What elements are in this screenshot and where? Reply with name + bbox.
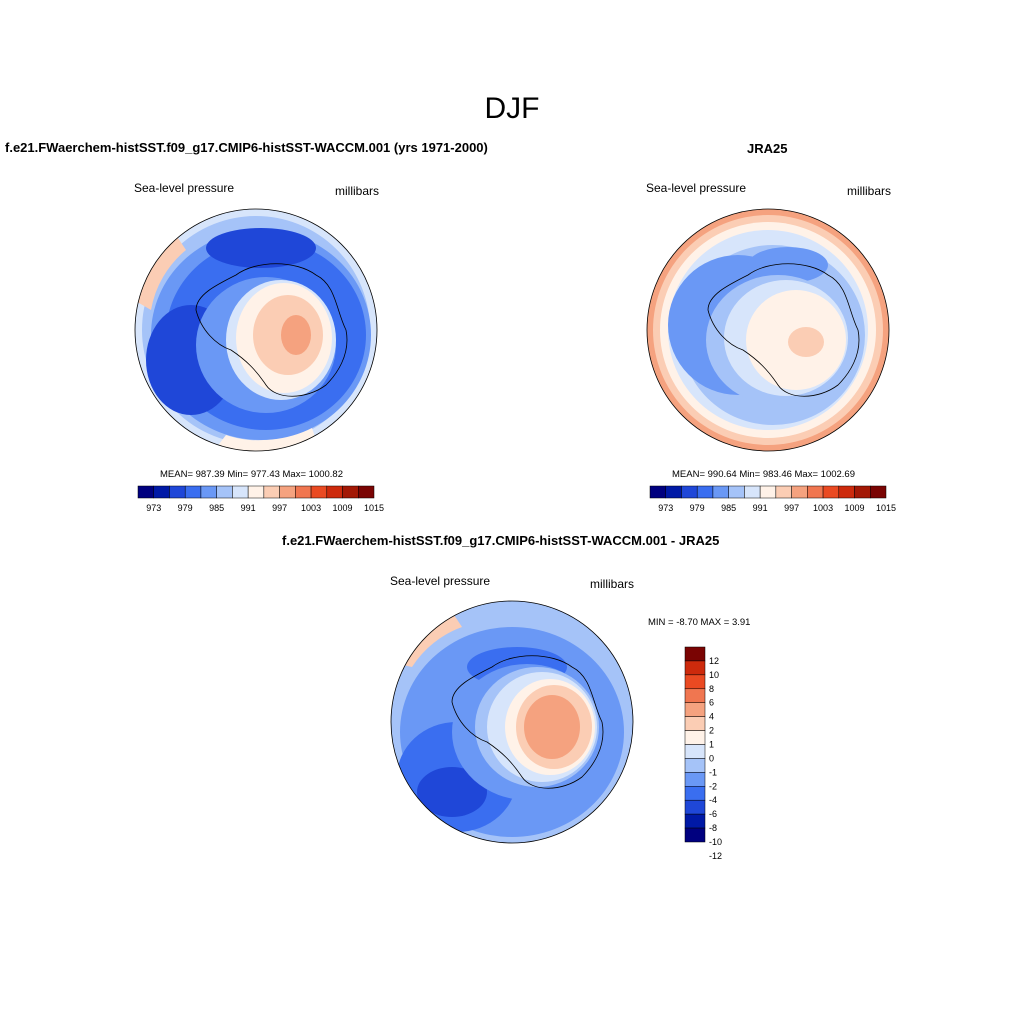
diff-colorbar-tick-label: -8 bbox=[709, 823, 717, 833]
model-variable-label: Sea-level pressure bbox=[134, 181, 235, 195]
diff-colorbar-swatch bbox=[684, 744, 706, 759]
colorbar-swatch bbox=[310, 485, 328, 499]
diff-colorbar-swatch bbox=[684, 646, 706, 662]
diff-colorbar-tick-label: 2 bbox=[709, 726, 714, 736]
diff-colorbar-swatch bbox=[684, 674, 706, 690]
colorbar-tick-label: 997 bbox=[272, 503, 287, 513]
colorbar-swatch bbox=[744, 485, 761, 499]
diff-colorbar-swatch bbox=[684, 786, 706, 801]
colorbar-swatch bbox=[247, 485, 265, 499]
diff-colorbar-tick-label: -2 bbox=[709, 781, 717, 791]
colorbar-tick-label: 1003 bbox=[301, 503, 321, 513]
diff-colorbar-tick-label: -10 bbox=[709, 837, 722, 847]
colorbar-swatch bbox=[153, 485, 170, 499]
colorbar-swatch bbox=[169, 485, 186, 499]
obs-stats: MEAN= 990.64 Min= 983.46 Max= 1002.69 bbox=[672, 469, 855, 480]
colorbar-swatch bbox=[232, 485, 249, 499]
colorbar-tick-label: 1009 bbox=[845, 503, 865, 513]
colorbar-tick-label: 1015 bbox=[876, 503, 896, 513]
colorbar-swatch bbox=[184, 485, 202, 499]
colorbar-swatch bbox=[870, 485, 887, 499]
diff-colorbar-tick-label: 0 bbox=[709, 753, 714, 763]
diff-colorbar-tick-label: -6 bbox=[709, 809, 717, 819]
diff-colorbar-tick-label: 8 bbox=[709, 684, 714, 694]
diff-colorbar-tick-label: -12 bbox=[709, 851, 722, 861]
colorbar-swatch bbox=[279, 485, 296, 499]
model-polar-map bbox=[134, 208, 378, 452]
colorbar-tick-label: 1015 bbox=[364, 503, 384, 513]
diff-colorbar-swatch bbox=[684, 772, 706, 787]
diff-colorbar-swatch bbox=[684, 813, 706, 829]
diff-colorbar-tick-label: 10 bbox=[709, 670, 719, 680]
colorbar-swatch bbox=[759, 485, 777, 499]
diff-colorbar-tick-label: -1 bbox=[709, 767, 717, 777]
obs-colorbar: 973 979 985 991 997 1003 1009 1015 bbox=[649, 485, 896, 513]
colorbar-swatch bbox=[681, 485, 698, 499]
colorbar-swatch bbox=[263, 485, 280, 499]
colorbar-tick-label: 985 bbox=[209, 503, 224, 513]
colorbar-tick-label: 991 bbox=[241, 503, 256, 513]
diff-colorbar-tick-label: 4 bbox=[709, 712, 714, 722]
diff-colorbar-swatch bbox=[684, 799, 706, 815]
colorbar-swatch bbox=[854, 485, 871, 499]
diff-units-label: millibars bbox=[590, 577, 635, 591]
obs-variable-label: Sea-level pressure bbox=[646, 181, 747, 195]
colorbar-tick-label: 997 bbox=[784, 503, 799, 513]
colorbar-swatch bbox=[665, 485, 682, 499]
colorbar-swatch bbox=[712, 485, 729, 499]
colorbar-swatch bbox=[342, 485, 359, 499]
colorbar-tick-label: 1003 bbox=[813, 503, 833, 513]
colorbar-swatch bbox=[807, 485, 824, 499]
model-stats: MEAN= 987.39 Min= 977.43 Max= 1000.82 bbox=[160, 469, 343, 480]
colorbar-swatch bbox=[326, 485, 343, 499]
diff-colorbar-swatch bbox=[684, 702, 706, 717]
diff-colorbar-swatch bbox=[684, 758, 706, 773]
obs-units-label: millibars bbox=[847, 184, 892, 198]
diff-panel-title: f.e21.FWaerchem-histSST.f09_g17.CMIP6-hi… bbox=[282, 533, 720, 548]
diff-colorbar-swatch bbox=[684, 716, 706, 731]
colorbar-tick-label: 991 bbox=[753, 503, 768, 513]
colorbar-swatch bbox=[696, 485, 714, 499]
colorbar-swatch bbox=[791, 485, 808, 499]
colorbar-tick-label: 979 bbox=[178, 503, 193, 513]
model-panel-title: f.e21.FWaerchem-histSST.f09_g17.CMIP6-hi… bbox=[5, 140, 488, 155]
colorbar-swatch bbox=[295, 485, 312, 499]
colorbar-tick-label: 985 bbox=[721, 503, 736, 513]
diff-colorbar-swatch bbox=[684, 660, 706, 676]
colorbar-tick-label: 979 bbox=[690, 503, 705, 513]
diff-colorbar-swatch bbox=[684, 730, 706, 745]
colorbar-swatch bbox=[775, 485, 792, 499]
diff-stats: MIN = -8.70 MAX = 3.91 bbox=[648, 617, 751, 628]
colorbar-swatch bbox=[649, 485, 666, 499]
diff-colorbar-swatch bbox=[684, 688, 706, 703]
colorbar-swatch bbox=[137, 485, 154, 499]
figure-title: DJF bbox=[484, 92, 540, 125]
obs-panel-title: JRA25 bbox=[747, 141, 788, 156]
obs-polar-map bbox=[646, 208, 890, 452]
diff-polar-map bbox=[390, 600, 634, 844]
model-units-label: millibars bbox=[335, 184, 380, 198]
diff-colorbar-tick-label: 6 bbox=[709, 698, 714, 708]
colorbar-tick-label: 973 bbox=[658, 503, 673, 513]
diff-colorbar-tick-label: -4 bbox=[709, 795, 717, 805]
diff-colorbar-swatch bbox=[684, 827, 706, 843]
colorbar-tick-label: 973 bbox=[146, 503, 161, 513]
model-colorbar: 973 979 985 991 997 1003 1009 1015 bbox=[137, 485, 384, 513]
colorbar-swatch bbox=[838, 485, 855, 499]
colorbar-swatch bbox=[358, 485, 375, 499]
colorbar-swatch bbox=[728, 485, 745, 499]
colorbar-tick-label: 1009 bbox=[333, 503, 353, 513]
diff-colorbar-tick-label: 12 bbox=[709, 656, 719, 666]
colorbar-swatch bbox=[216, 485, 233, 499]
colorbar-swatch bbox=[200, 485, 217, 499]
diff-colorbar-tick-label: 1 bbox=[709, 740, 714, 750]
diff-variable-label: Sea-level pressure bbox=[390, 574, 491, 588]
colorbar-swatch bbox=[822, 485, 840, 499]
